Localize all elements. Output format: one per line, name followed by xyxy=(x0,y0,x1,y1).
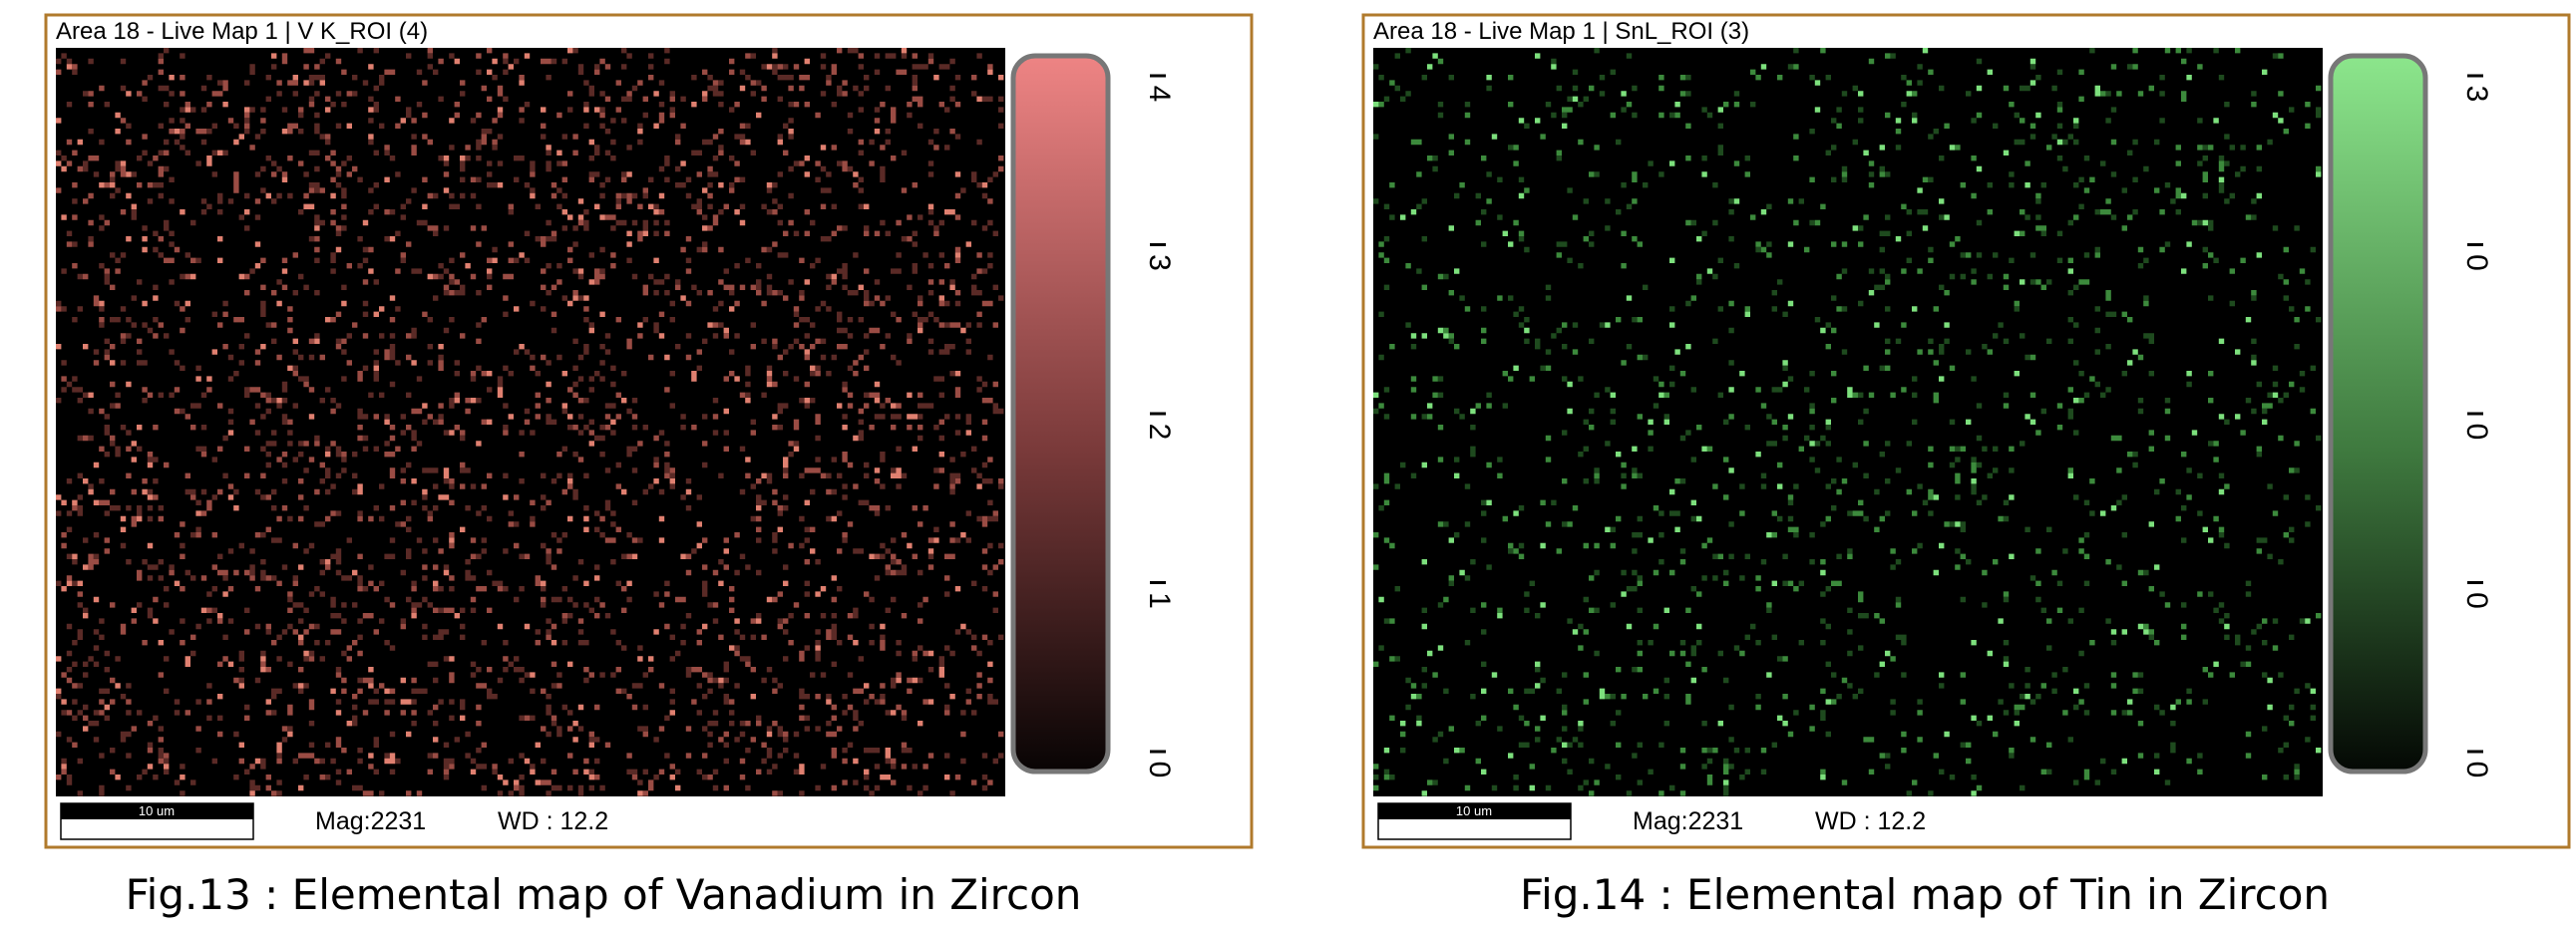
magnification: Mag:2231 xyxy=(315,807,426,835)
colorbar xyxy=(1010,53,1111,775)
magnification: Mag:2231 xyxy=(1633,807,1743,835)
scale-bar-label: 10 um xyxy=(1456,803,1492,818)
figure-caption: Fig.14 : Elemental map of Tin in Zircon xyxy=(1520,870,2330,919)
map-image xyxy=(1373,48,2323,796)
colorbar-tick-label: 3 xyxy=(1143,254,1176,271)
map-title: Area 18 - Live Map 1 | SnL_ROI (3) xyxy=(1373,18,1749,45)
map-pixels xyxy=(56,48,1004,796)
colorbar-tick-label: 2 xyxy=(1143,424,1176,441)
scale-bar xyxy=(1378,803,1571,819)
working-distance: WD : 12.2 xyxy=(498,807,608,835)
map-title: Area 18 - Live Map 1 | V K_ROI (4) xyxy=(56,18,428,45)
colorbar xyxy=(2328,53,2428,775)
colorbar-tick-label: 3 xyxy=(2460,86,2493,103)
scale-bar-label: 10 um xyxy=(139,803,175,818)
map-pixels xyxy=(56,48,1004,796)
scale-bar-box xyxy=(1377,802,1572,840)
colorbar-tick-label: 0 xyxy=(1143,762,1176,778)
figure-caption: Fig.13 : Elemental map of Vanadium in Zi… xyxy=(126,870,1082,919)
colorbar-tick-label: 0 xyxy=(2460,254,2493,271)
colorbar-tick-label: 1 xyxy=(1143,592,1176,609)
map-pixels xyxy=(1373,48,2322,796)
colorbar-tick-label: 4 xyxy=(1143,86,1176,103)
scale-bar xyxy=(61,803,253,819)
working-distance: WD : 12.2 xyxy=(1815,807,1926,835)
colorbar-tick-label: 0 xyxy=(2460,592,2493,609)
colorbar-tick-label: 0 xyxy=(2460,424,2493,441)
scale-bar-box xyxy=(60,802,254,840)
colorbar-tick-label: 0 xyxy=(2460,762,2493,778)
